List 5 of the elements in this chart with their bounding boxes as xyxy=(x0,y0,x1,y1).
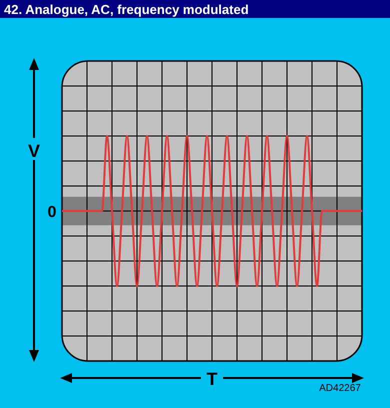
text: AD42267 xyxy=(319,383,362,394)
chart-title: 42. Analogue, AC, frequency modulated xyxy=(4,2,249,17)
x-axis-title: T xyxy=(206,369,218,389)
y-axis-title: V xyxy=(28,141,40,161)
text: 0 xyxy=(48,204,57,221)
